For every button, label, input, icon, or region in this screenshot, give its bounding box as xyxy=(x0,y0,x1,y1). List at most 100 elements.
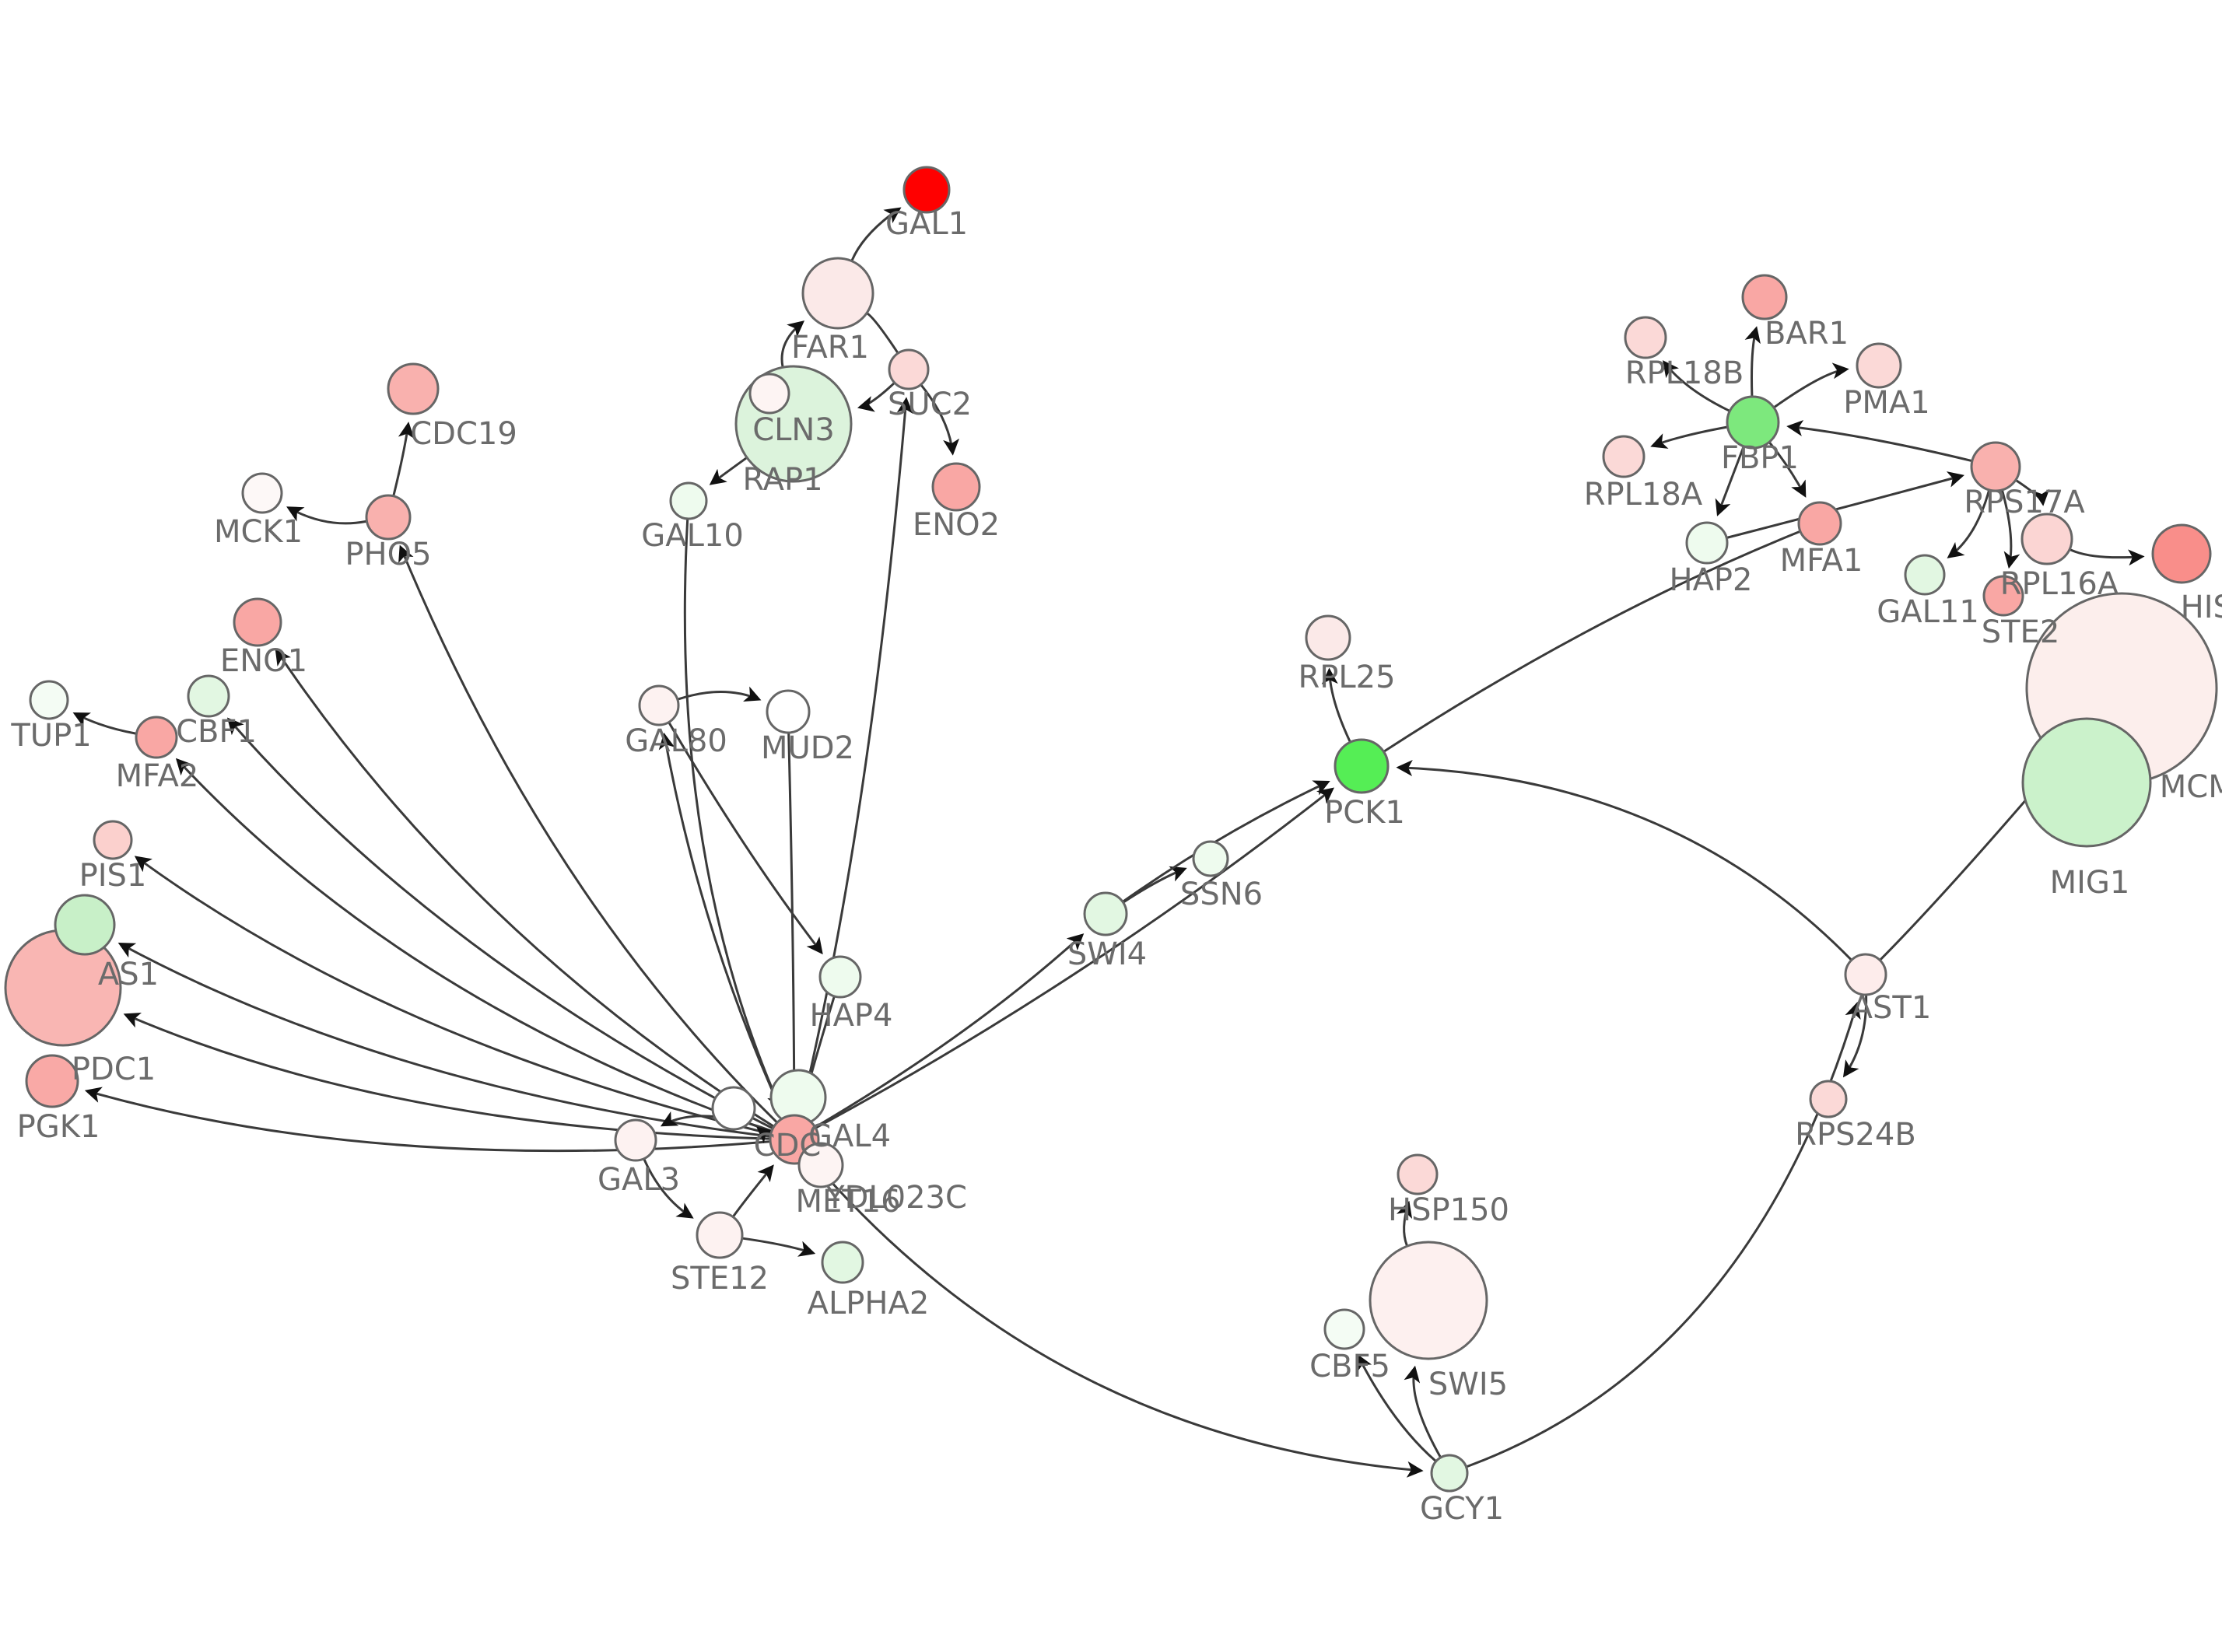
edge-hap2-to-rps17a xyxy=(1726,471,1964,539)
edge-swi5-to-hsp150 xyxy=(1397,1200,1413,1246)
node-label-far1: FAR1 xyxy=(791,330,869,366)
node-label-eno2: ENO2 xyxy=(913,507,1000,543)
node-mig1[interactable] xyxy=(2021,717,2152,848)
edge-gal4-to-gal3 xyxy=(660,1111,772,1132)
node-rps17a[interactable] xyxy=(1970,441,2021,492)
edge-rps17a-to-rpl16a xyxy=(2015,479,2050,506)
node-eno1[interactable] xyxy=(233,597,282,647)
node-label-mud2: MUD2 xyxy=(761,730,854,766)
node-label-pgk1: PGK1 xyxy=(17,1109,100,1145)
edge-ast1-to-rps24b xyxy=(1842,995,1868,1078)
node-hsp150[interactable] xyxy=(1397,1153,1439,1195)
node-gcy1[interactable] xyxy=(1430,1454,1469,1493)
edge-pck1-to-rpl25 xyxy=(1321,667,1351,742)
node-gal11[interactable] xyxy=(1904,554,1946,596)
node-cbf5[interactable] xyxy=(1323,1308,1365,1350)
node-mck1[interactable] xyxy=(241,472,283,514)
edge-gal4-to-mfa2 xyxy=(175,758,772,1132)
node-label-gal1: GAL1 xyxy=(885,206,968,242)
node-label-alpha2: ALPHA2 xyxy=(808,1286,930,1321)
node-layer xyxy=(4,166,2218,1493)
node-hap2[interactable] xyxy=(1685,521,1729,565)
edge-gal4-to-cbf1 xyxy=(226,717,773,1129)
node-label-ssn6: SSN6 xyxy=(1180,877,1263,912)
node-rpl18a[interactable] xyxy=(1602,435,1645,478)
node-pma1[interactable] xyxy=(1856,342,1902,389)
edge-gal4-to-cdc xyxy=(756,1126,775,1143)
edge-fbp1-to-pma1 xyxy=(1773,362,1849,408)
label-layer: GAL1 FAR1 SUC2 CLN3 RAP1 ENO2 GAL10 CDC19 MCK1 PH… xyxy=(10,206,2222,1527)
node-label-gal11: GAL11 xyxy=(1877,594,1979,630)
node-far1[interactable] xyxy=(801,257,874,330)
node-fbp1[interactable] xyxy=(1726,395,1780,450)
edge-gal4-to-pdc1 xyxy=(123,1012,770,1140)
node-tup1[interactable] xyxy=(29,680,69,720)
node-his4[interactable] xyxy=(2151,523,2212,584)
edge-gal80-to-hap4 xyxy=(668,722,823,955)
node-label-tup1: TUP1 xyxy=(10,718,91,754)
node-swi5[interactable] xyxy=(1369,1241,1488,1360)
node-suc2[interactable] xyxy=(888,348,930,390)
node-gal3[interactable] xyxy=(614,1118,657,1162)
edge-swi4-to-ssn6 xyxy=(1123,866,1187,903)
node-eno2[interactable] xyxy=(931,462,981,512)
edge-gcy1-to-ast1 xyxy=(1466,1001,1861,1468)
edge-rps17a-to-gal11 xyxy=(1947,490,1990,558)
node-pgk1[interactable] xyxy=(25,1054,79,1108)
edge-mfa2-to-tup1 xyxy=(72,712,136,735)
node-alpha2[interactable] xyxy=(821,1241,864,1284)
edge-gal4-to-gcy1 xyxy=(809,1157,1424,1478)
node-gal80[interactable] xyxy=(638,684,680,726)
node-mfa2[interactable] xyxy=(135,716,178,759)
node-rpl16a[interactable] xyxy=(2020,513,2073,565)
node-ast1[interactable] xyxy=(1844,953,1887,996)
node-mud2[interactable] xyxy=(766,689,811,734)
node-pck1[interactable] xyxy=(1334,738,1390,794)
edge-gal4-to-swi4 xyxy=(815,933,1085,1129)
node-pis1[interactable] xyxy=(93,820,133,860)
node-gal1[interactable] xyxy=(902,166,951,214)
edge-gal4-to-eno1 xyxy=(275,648,774,1128)
node-ssn6[interactable] xyxy=(1192,840,1229,877)
node-label-rpl25: RPL25 xyxy=(1298,660,1395,695)
node-ste2[interactable] xyxy=(1982,575,2024,617)
edge-cln3-to-far1 xyxy=(780,320,805,367)
node-cdc19[interactable] xyxy=(387,362,440,415)
node-rap1[interactable] xyxy=(748,373,790,415)
node-rps24b[interactable] xyxy=(1809,1080,1848,1118)
node-pho5[interactable] xyxy=(365,494,412,541)
node-label-mfa2: MFA2 xyxy=(116,758,199,794)
node-label-rpl18a: RPL18A xyxy=(1584,477,1703,513)
node-label-ast1: AST1 xyxy=(1852,990,1932,1026)
node-label-fbp1: FBP1 xyxy=(1721,440,1799,476)
node-cdc[interactable] xyxy=(711,1086,756,1131)
edge-ste12-to-gal4 xyxy=(732,1164,774,1217)
node-label-his4: HIS4 xyxy=(2181,590,2222,625)
node-mfa1[interactable] xyxy=(1797,501,1842,546)
node-label-suc2: SUC2 xyxy=(888,387,972,422)
node-label-hsp150: HSP150 xyxy=(1388,1192,1509,1228)
edge-pck1-to-mfa1 xyxy=(1383,530,1800,753)
node-ste12[interactable] xyxy=(696,1211,744,1259)
node-label-swi4: SWI4 xyxy=(1067,936,1147,972)
node-hap4[interactable] xyxy=(818,955,862,999)
node-label-bar1: BAR1 xyxy=(1765,316,1849,352)
node-swi4[interactable] xyxy=(1083,891,1128,936)
edge-gcy1-to-cbf5 xyxy=(1357,1353,1436,1462)
node-label-rpl16a: RPL16A xyxy=(2000,566,2119,602)
node-bar1[interactable] xyxy=(1741,274,1788,320)
node-rpl25[interactable] xyxy=(1305,614,1351,661)
node-ydl023c[interactable] xyxy=(797,1142,844,1188)
edge-far1-to-gal1 xyxy=(850,207,902,261)
edge-layer xyxy=(72,207,2145,1478)
edge-gal4-to-pho5 xyxy=(398,544,778,1123)
edge-ste12-to-alpha2 xyxy=(742,1237,816,1257)
node-label-pck1: PCK1 xyxy=(1324,795,1405,831)
node-label-rap1: RAP1 xyxy=(742,462,822,498)
node-cbf1[interactable] xyxy=(187,674,230,718)
node-rpl18b[interactable] xyxy=(1624,316,1667,359)
node-gal10[interactable] xyxy=(669,481,708,520)
node-label-rps17a: RPS17A xyxy=(1964,485,2085,520)
node-label-mfa1: MFA1 xyxy=(1780,543,1863,579)
node-as1[interactable] xyxy=(54,894,116,956)
